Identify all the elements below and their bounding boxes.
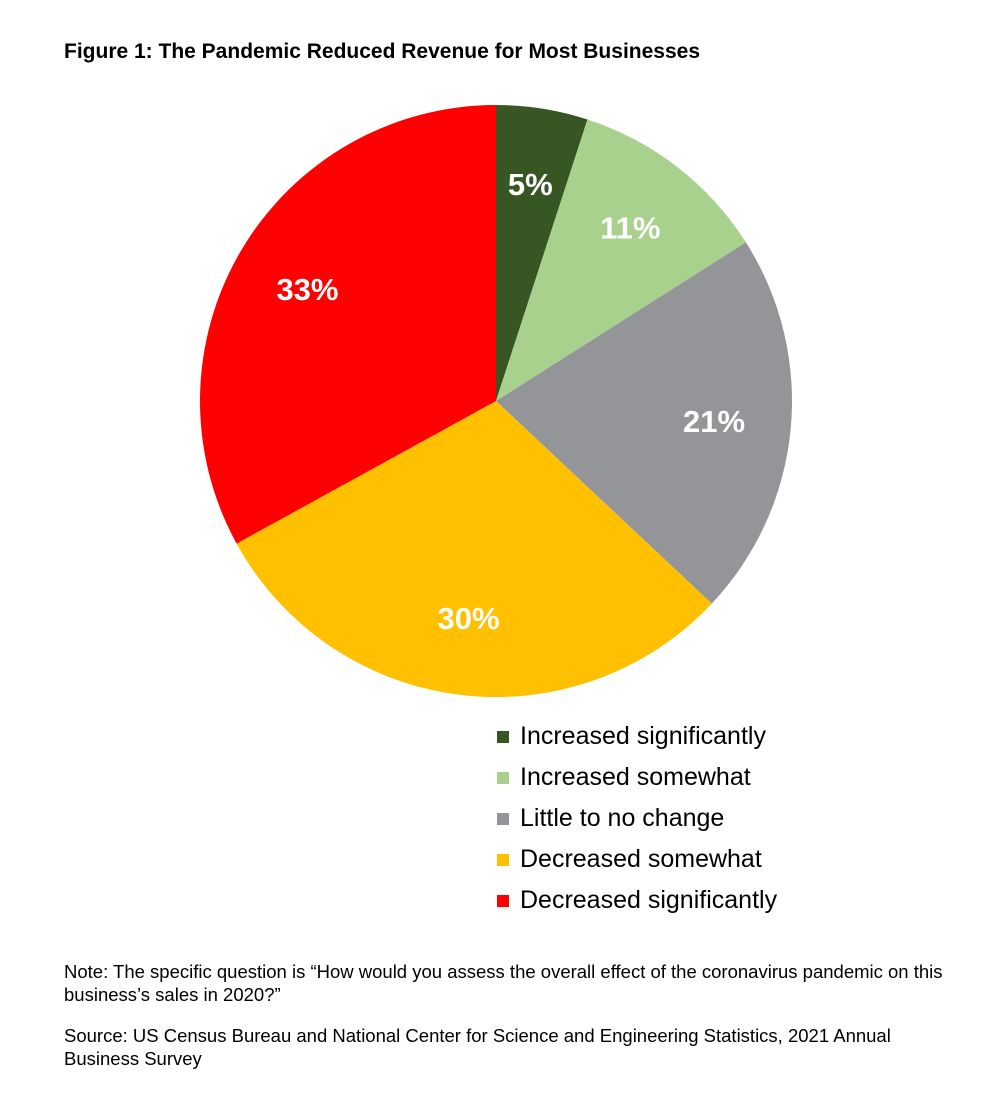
legend-item-decreased-significantly: Decreased significantly — [497, 880, 777, 921]
legend-swatch — [497, 894, 509, 907]
legend-item-little-to-no-change: Little to no change — [497, 798, 777, 839]
pie-slice-increased-somewhat — [496, 119, 746, 401]
pie-slice-decreased-somewhat — [236, 401, 712, 697]
chart-title: Figure 1: The Pandemic Reduced Revenue f… — [64, 40, 700, 63]
data-label-increased-somewhat: 11% — [600, 210, 660, 245]
legend-label: Increased significantly — [520, 722, 766, 750]
legend-swatch — [497, 730, 509, 743]
data-label-increased-significantly: 5% — [508, 167, 553, 202]
legend-item-increased-significantly: Increased significantly — [497, 716, 777, 757]
pie-data-labels: 5% 11% 21% 30% 33% — [276, 167, 745, 636]
pie-slices — [200, 105, 792, 697]
legend-label: Decreased significantly — [520, 886, 778, 914]
legend-item-decreased-somewhat: Decreased somewhat — [497, 839, 777, 880]
data-label-little-to-no-change: 21% — [683, 404, 745, 439]
legend-label: Increased somewhat — [520, 763, 751, 791]
legend-item-increased-somewhat: Increased somewhat — [497, 757, 777, 798]
chart-source: Source: US Census Bureau and National Ce… — [64, 1025, 891, 1069]
data-label-decreased-somewhat: 30% — [438, 601, 500, 636]
legend-swatch — [497, 812, 509, 825]
pie-slice-decreased-significantly — [200, 105, 497, 544]
legend-swatch — [497, 771, 509, 784]
chart-legend: Increased significantly Increased somewha… — [497, 716, 777, 921]
chart-note: Note: The specific question is “How woul… — [64, 961, 943, 1005]
data-label-decreased-significantly: 33% — [276, 272, 338, 307]
legend-label: Little to no change — [520, 804, 725, 832]
pie-slice-little-to-no-change — [496, 242, 792, 604]
legend-swatch — [497, 853, 509, 866]
legend-label: Decreased somewhat — [520, 845, 762, 873]
pie-slice-increased-significantly — [496, 105, 588, 401]
